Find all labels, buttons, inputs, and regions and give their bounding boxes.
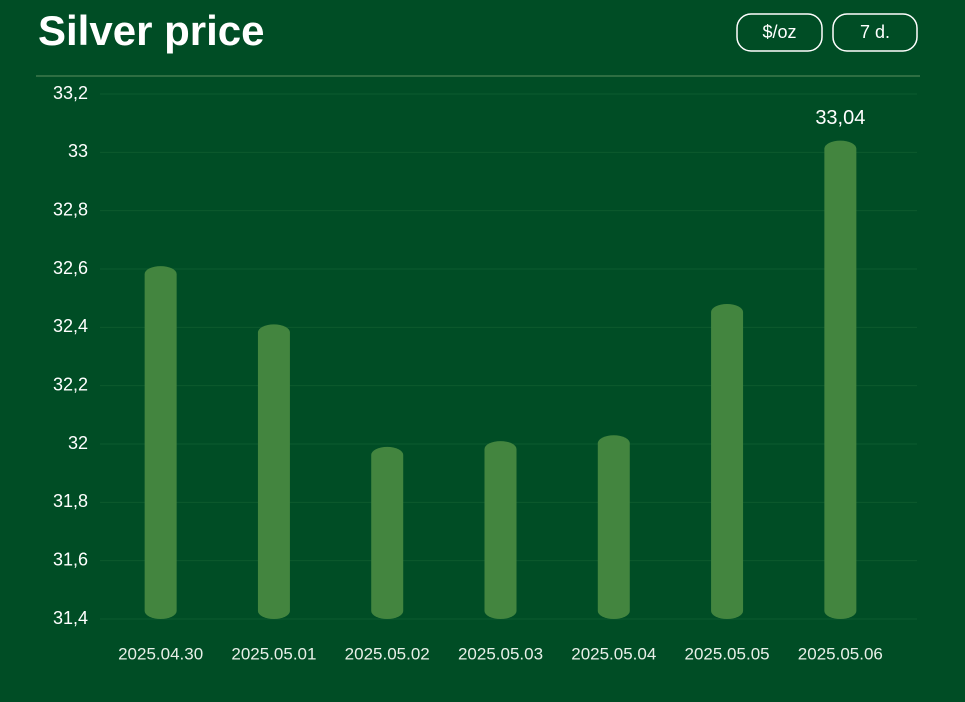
x-tick-label: 2025.05.05 [685, 644, 770, 663]
y-tick-label: 33 [68, 141, 88, 161]
bar [484, 441, 517, 619]
x-tick-label: 2025.05.06 [798, 644, 883, 663]
button-frame [736, 13, 823, 52]
bar [257, 324, 290, 619]
period-button[interactable]: 7 d. [832, 13, 918, 52]
unit-button[interactable]: $/oz [736, 13, 823, 52]
y-tick-label: 32,6 [53, 258, 88, 278]
bar [144, 266, 177, 619]
x-tick-label: 2025.05.04 [571, 644, 656, 663]
x-tick-label: 2025.04.30 [118, 644, 203, 663]
y-tick-label: 33,2 [53, 83, 88, 103]
y-tick-label: 31,4 [53, 608, 88, 628]
bar [371, 446, 404, 619]
bar [824, 140, 857, 619]
y-tick-label: 32 [68, 433, 88, 453]
x-tick-label: 2025.05.02 [345, 644, 430, 663]
x-tick-label: 2025.05.01 [231, 644, 316, 663]
y-tick-label: 31,6 [53, 549, 88, 569]
y-tick-label: 32,4 [53, 316, 88, 336]
chart-title: Silver price [38, 7, 264, 54]
y-tick-label: 31,8 [53, 491, 88, 511]
button-frame [832, 13, 918, 52]
y-tick-label: 32,2 [53, 374, 88, 394]
x-tick-label: 2025.05.03 [458, 644, 543, 663]
bar [597, 435, 630, 619]
bar [711, 304, 744, 619]
value-label: 33,04 [815, 107, 865, 129]
button-label[interactable]: 7 d. [860, 22, 890, 42]
y-tick-label: 32,8 [53, 199, 88, 219]
button-label[interactable]: $/oz [762, 22, 796, 42]
